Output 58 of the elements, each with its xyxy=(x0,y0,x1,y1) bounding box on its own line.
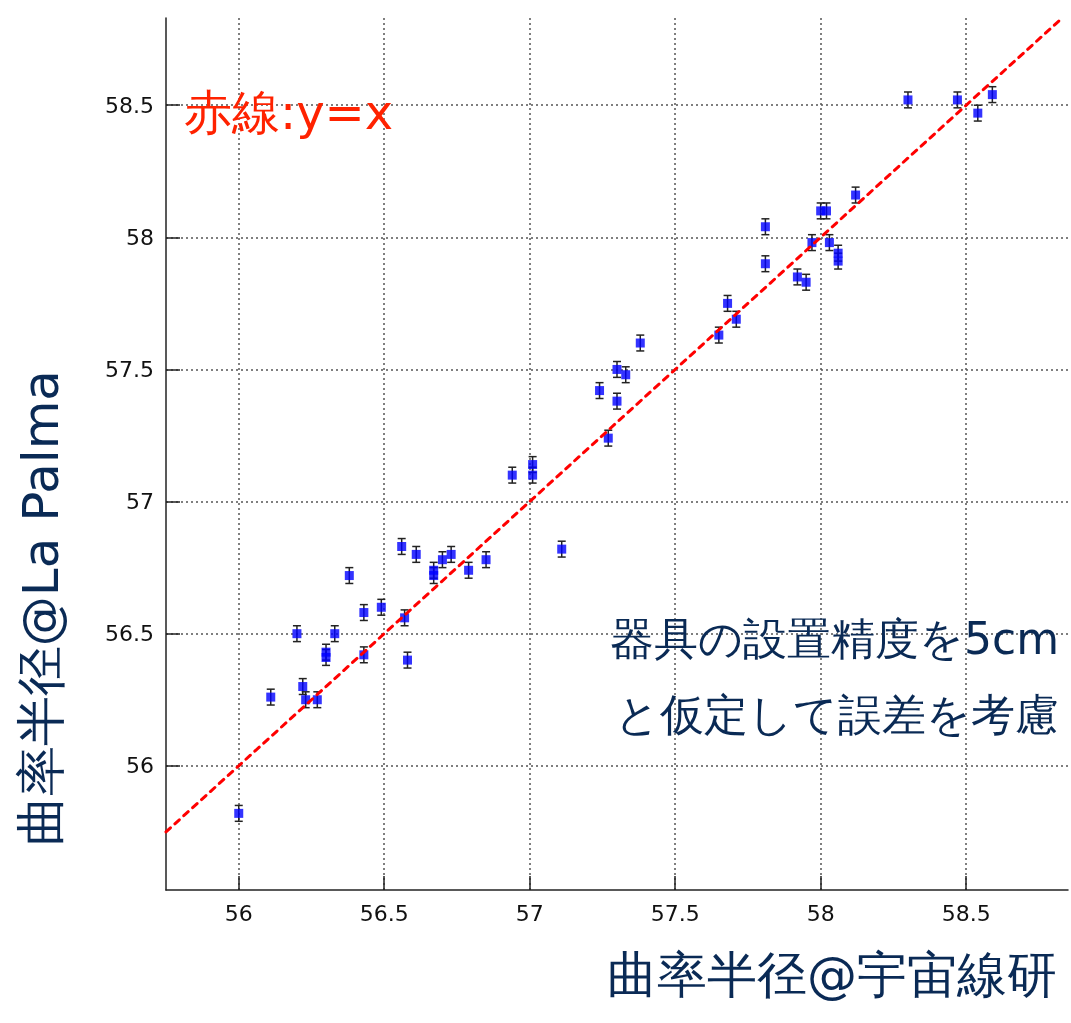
point xyxy=(528,470,538,480)
point xyxy=(437,555,447,565)
point xyxy=(731,314,741,324)
x-tick-label: 56.5 xyxy=(359,900,409,926)
point xyxy=(851,190,861,200)
point xyxy=(557,544,567,554)
point xyxy=(987,90,997,100)
point xyxy=(429,571,439,581)
point xyxy=(359,608,369,618)
y-tick-label: 56 xyxy=(126,753,154,779)
x-tick-label: 57 xyxy=(515,900,544,926)
y-axis-title: 曲率半径@La Palma xyxy=(12,370,70,847)
annotation: 赤線:y=x xyxy=(184,84,394,140)
x-tick-label: 56 xyxy=(224,900,253,926)
point xyxy=(833,256,843,266)
point xyxy=(528,460,538,470)
point xyxy=(266,692,276,702)
x-axis-title: 曲率半径@宇宙線研 xyxy=(607,946,1057,1004)
point xyxy=(481,555,491,565)
point xyxy=(760,222,770,232)
x-tick-label: 57.5 xyxy=(650,900,700,926)
point xyxy=(376,602,386,612)
point xyxy=(292,629,302,639)
point xyxy=(973,108,983,118)
point xyxy=(312,695,322,705)
y-tick-label: 57 xyxy=(126,489,154,515)
point xyxy=(952,95,962,105)
point xyxy=(403,655,412,665)
x-tick-label: 58.5 xyxy=(941,900,991,926)
point xyxy=(822,206,831,216)
point xyxy=(595,386,605,396)
point xyxy=(464,565,474,575)
point xyxy=(344,571,354,581)
point xyxy=(234,808,244,818)
y-tick-label: 58 xyxy=(126,224,154,250)
y-tick-label: 56.5 xyxy=(105,621,154,647)
point xyxy=(635,338,645,348)
point xyxy=(903,95,913,105)
point xyxy=(411,549,421,559)
point xyxy=(603,433,613,443)
y-tick-label: 58.5 xyxy=(105,92,154,118)
point xyxy=(321,652,331,662)
point xyxy=(507,470,517,480)
point xyxy=(397,541,407,551)
x-tick-label: 58 xyxy=(806,900,835,926)
point xyxy=(330,629,340,639)
point xyxy=(714,330,724,340)
y-tick-label: 57.5 xyxy=(105,356,154,382)
point xyxy=(760,259,770,269)
point xyxy=(792,272,802,282)
point xyxy=(801,277,811,287)
point xyxy=(621,370,631,380)
point xyxy=(446,549,456,559)
annotation: 器具の設置精度を5cm と仮定して誤差を考慮 xyxy=(609,612,1059,740)
point xyxy=(723,298,733,308)
point xyxy=(612,396,622,406)
point xyxy=(612,364,622,374)
point xyxy=(824,238,834,248)
